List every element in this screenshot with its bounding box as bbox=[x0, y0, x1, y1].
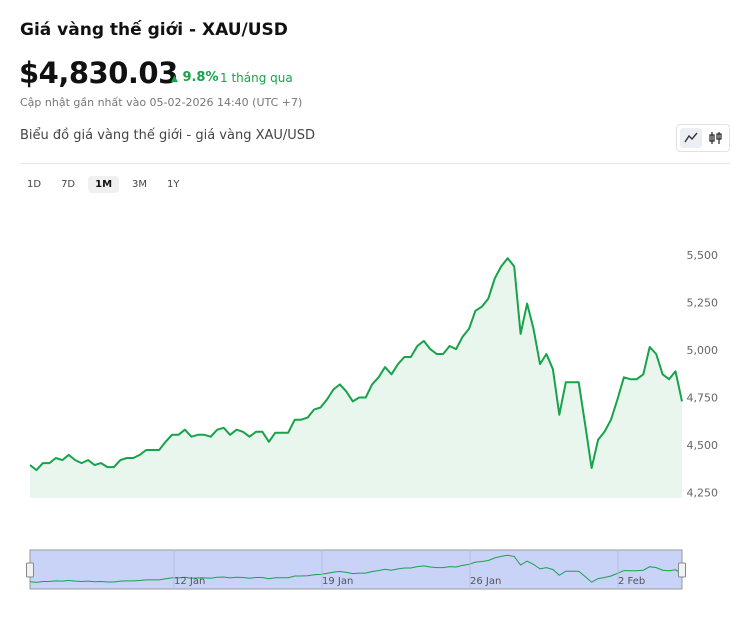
navigator-line bbox=[29, 554, 683, 583]
price: $4,830.03 bbox=[19, 56, 178, 90]
change-value: 9.8% bbox=[182, 70, 219, 85]
y-tick-label: 5,250 bbox=[687, 297, 719, 310]
price-line bbox=[29, 257, 683, 472]
navigator-handle[interactable] bbox=[26, 562, 34, 578]
y-tick-label: 5,500 bbox=[687, 249, 719, 262]
line-icon bbox=[684, 132, 698, 143]
change-arrow: ▲ bbox=[171, 74, 178, 84]
navigator-label: 12 Jan bbox=[174, 576, 205, 587]
separator bbox=[20, 163, 730, 164]
range-button[interactable]: 7D bbox=[61, 179, 76, 190]
page-title: Giá vàng thế giới - XAU/USD bbox=[20, 20, 288, 40]
range-button[interactable]: 3M bbox=[132, 179, 148, 190]
change: ▲ 9.8% bbox=[171, 70, 219, 85]
y-tick-label: 5,000 bbox=[687, 344, 719, 357]
range-button[interactable]: 1Y bbox=[167, 179, 180, 190]
area bbox=[30, 258, 682, 498]
y-tick-label: 4,750 bbox=[687, 391, 719, 404]
tool-icons bbox=[680, 128, 722, 148]
navigator-label: 26 Jan bbox=[470, 576, 501, 587]
navigator-label: 2 Feb bbox=[618, 576, 645, 587]
updated-time: Cập nhật gần nhất vào 05-02-2026 14:40 (… bbox=[20, 96, 303, 109]
y-tick-label: 4,250 bbox=[687, 486, 719, 499]
y-tick-label: 4,500 bbox=[687, 439, 719, 452]
navigator-handle[interactable] bbox=[678, 562, 686, 578]
range-button[interactable]: 1D bbox=[27, 179, 42, 190]
change-period: 1 tháng qua bbox=[220, 71, 293, 85]
chart-title: Biểu đồ giá vàng thế giới - giá vàng XAU… bbox=[20, 128, 316, 143]
candle-icon[interactable] bbox=[709, 132, 722, 144]
chart: 4,250 4,500 4,750 5,000 5,250 5,500 12 Jan 19 J… bbox=[26, 249, 719, 590]
range-button[interactable]: 1M bbox=[88, 176, 120, 193]
chart-tools bbox=[676, 124, 730, 152]
navigator-label: 19 Jan bbox=[322, 576, 353, 587]
navigator bbox=[29, 549, 683, 590]
range-selector: 1D 7D 1M 3M 1Y bbox=[20, 176, 187, 193]
